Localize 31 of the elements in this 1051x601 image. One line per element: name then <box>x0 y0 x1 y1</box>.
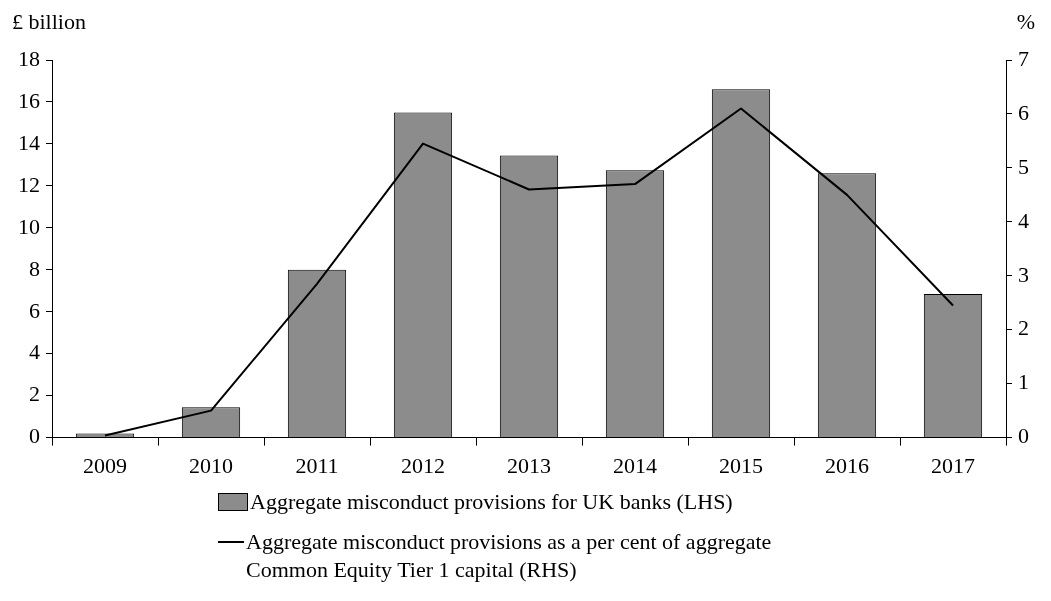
y-tick-label: 16 <box>18 87 40 113</box>
x-tick-label: 2015 <box>719 452 763 478</box>
y2-tick-label: 1 <box>1018 369 1029 395</box>
x-tick-label: 2016 <box>825 452 869 478</box>
y-tick-label: 14 <box>18 129 40 155</box>
x-tick-label: 2017 <box>931 452 975 478</box>
x-tick-label: 2011 <box>295 452 339 478</box>
y-axis-title: £ billion <box>12 8 86 34</box>
y2-tick-label: 4 <box>1018 207 1029 233</box>
y-tick-label: 4 <box>29 339 40 365</box>
y-tick-label: 2 <box>29 381 40 407</box>
y-tick-label: 0 <box>29 423 40 449</box>
y2-tick-label: 0 <box>1018 423 1029 449</box>
x-tick-label: 2010 <box>189 452 233 478</box>
y2-tick-label: 5 <box>1018 153 1029 179</box>
y2-tick-label: 7 <box>1018 45 1029 71</box>
x-tick-label: 2013 <box>507 452 551 478</box>
y2-tick-label: 3 <box>1018 261 1029 287</box>
x-tick-label: 2009 <box>83 452 127 478</box>
y-tick-label: 10 <box>18 213 40 239</box>
legend-label: Aggregate misconduct provisions as a per cent of aggregate Common Equity Tier 1 capital (RHS) <box>246 528 773 584</box>
y-tick-label: 12 <box>18 171 40 197</box>
x-tick-label: 2012 <box>401 452 445 478</box>
y2-tick-label: 2 <box>1018 315 1029 341</box>
y2-tick-label: 6 <box>1018 99 1029 125</box>
x-tick-label: 2014 <box>613 452 657 478</box>
legend-label: Aggregate misconduct provisions for UK banks (LHS) <box>250 488 733 516</box>
y-tick-label: 18 <box>18 45 40 71</box>
y-tick-label: 6 <box>29 297 40 323</box>
y2-axis-title: % <box>1016 8 1035 34</box>
y-tick-label: 8 <box>29 255 40 281</box>
